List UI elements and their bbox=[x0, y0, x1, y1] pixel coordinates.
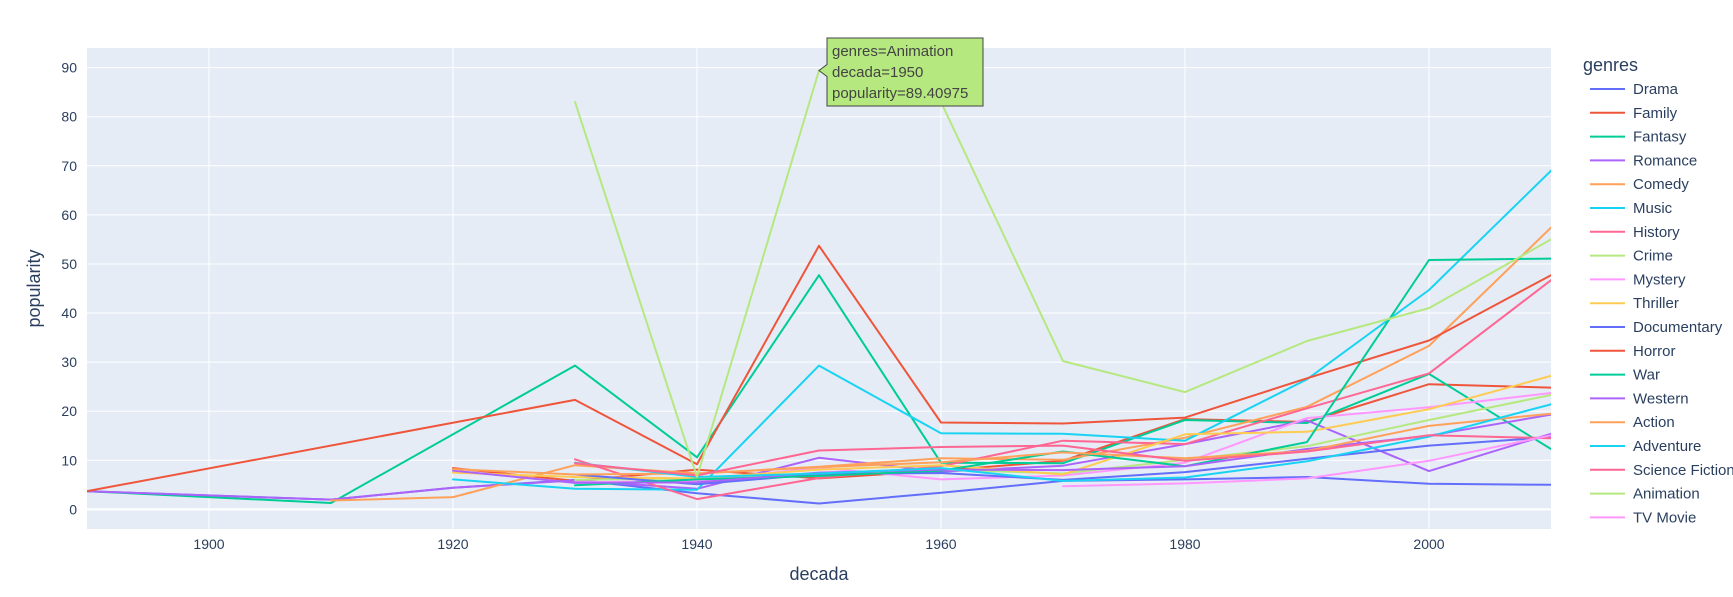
series-line-family[interactable] bbox=[452, 383, 1551, 482]
legend-item-crime[interactable]: Crime bbox=[1590, 248, 1673, 265]
x-tick-label: 1900 bbox=[193, 536, 224, 552]
series-line-western[interactable] bbox=[452, 413, 1551, 484]
legend-item-adventure[interactable]: Adventure bbox=[1590, 438, 1701, 455]
legend-item-western[interactable]: Western bbox=[1590, 390, 1689, 407]
series-lines bbox=[87, 69, 1551, 505]
tooltip-line: decada=1950 bbox=[832, 64, 923, 81]
y-tick-label: 50 bbox=[61, 256, 77, 272]
series-line-history[interactable] bbox=[574, 279, 1551, 501]
tooltip-line: genres=Animation bbox=[832, 43, 953, 60]
legend-item-horror[interactable]: Horror bbox=[1590, 343, 1676, 360]
legend-item-romance[interactable]: Romance bbox=[1590, 152, 1697, 169]
y-tick-label: 60 bbox=[61, 207, 77, 223]
series-line-horror[interactable] bbox=[87, 244, 1551, 493]
legend-item-animation[interactable]: Animation bbox=[1590, 486, 1700, 503]
legend-label: Crime bbox=[1633, 248, 1673, 265]
y-tick-label: 0 bbox=[69, 501, 77, 517]
y-tick-label: 80 bbox=[61, 109, 77, 125]
legend-item-war[interactable]: War bbox=[1590, 367, 1660, 384]
x-tick-label: 1920 bbox=[437, 536, 468, 552]
legend-item-tv-movie[interactable]: TV Movie bbox=[1590, 509, 1696, 526]
legend-item-action[interactable]: Action bbox=[1590, 414, 1675, 431]
legend-label: Science Fiction bbox=[1633, 462, 1733, 479]
legend-item-thriller[interactable]: Thriller bbox=[1590, 295, 1679, 312]
x-tick-label: 2000 bbox=[1413, 536, 1444, 552]
legend-item-music[interactable]: Music bbox=[1590, 200, 1673, 217]
y-axis-title: popularity bbox=[24, 249, 44, 327]
legend-item-history[interactable]: History bbox=[1590, 224, 1680, 241]
x-axis-title: decada bbox=[789, 564, 849, 584]
legend-item-family[interactable]: Family bbox=[1590, 105, 1678, 122]
tooltip-line: popularity=89.40975 bbox=[832, 85, 968, 102]
grid-lines bbox=[87, 48, 1551, 529]
legend-title: genres bbox=[1583, 55, 1638, 75]
series-line-animation[interactable] bbox=[574, 69, 1551, 478]
legend-label: Mystery bbox=[1633, 271, 1686, 288]
legend-label: Drama bbox=[1633, 81, 1679, 98]
tooltip-box bbox=[818, 37, 984, 107]
legend-label: TV Movie bbox=[1633, 509, 1696, 526]
series-line-music[interactable] bbox=[452, 169, 1551, 491]
y-tick-label: 30 bbox=[61, 354, 77, 370]
x-tick-label: 1960 bbox=[925, 536, 956, 552]
legend-label: Horror bbox=[1633, 343, 1676, 360]
legend-label: Family bbox=[1633, 105, 1678, 122]
legend-label: Romance bbox=[1633, 152, 1697, 169]
legend-item-mystery[interactable]: Mystery bbox=[1590, 271, 1686, 288]
x-tick-label: 1980 bbox=[1169, 536, 1200, 552]
hover-tooltip: genres=Animation decada=1950 popularity=89… bbox=[818, 37, 984, 107]
legend-label: Thriller bbox=[1633, 295, 1679, 312]
y-tick-label: 40 bbox=[61, 305, 77, 321]
legend-item-documentary[interactable]: Documentary bbox=[1590, 319, 1723, 336]
x-tick-label: 1940 bbox=[681, 536, 712, 552]
legend-item-drama[interactable]: Drama bbox=[1590, 81, 1679, 98]
legend-label: Western bbox=[1633, 390, 1689, 407]
legend-label: Action bbox=[1633, 414, 1675, 431]
series-line-adventure[interactable] bbox=[574, 403, 1551, 482]
legend-label: Fantasy bbox=[1633, 129, 1687, 146]
legend: genres Drama Family Fantasy Romance Comedy Mu… bbox=[1583, 55, 1733, 526]
x-axis-ticks: 1900 1920 1940 1960 1980 2000 bbox=[193, 536, 1444, 552]
y-tick-label: 70 bbox=[61, 158, 77, 174]
legend-label: Music bbox=[1633, 200, 1673, 217]
y-tick-label: 20 bbox=[61, 403, 77, 419]
y-tick-label: 90 bbox=[61, 60, 77, 76]
legend-item-fantasy[interactable]: Fantasy bbox=[1590, 129, 1687, 146]
series-line-tv-movie[interactable] bbox=[1062, 434, 1551, 488]
series-line-science-fiction[interactable] bbox=[574, 434, 1551, 477]
legend-label: History bbox=[1633, 224, 1680, 241]
legend-label: War bbox=[1633, 367, 1660, 384]
legend-label: Documentary bbox=[1633, 319, 1723, 336]
y-tick-label: 10 bbox=[61, 452, 77, 468]
series-line-action[interactable] bbox=[452, 412, 1551, 476]
legend-label: Adventure bbox=[1633, 438, 1701, 455]
legend-label: Animation bbox=[1633, 486, 1700, 503]
legend-item-science-fiction[interactable]: Science Fiction bbox=[1590, 462, 1733, 479]
legend-label: Comedy bbox=[1633, 176, 1689, 193]
y-axis-ticks: 0 10 20 30 40 50 60 70 80 90 bbox=[61, 60, 77, 518]
legend-item-comedy[interactable]: Comedy bbox=[1590, 176, 1689, 193]
